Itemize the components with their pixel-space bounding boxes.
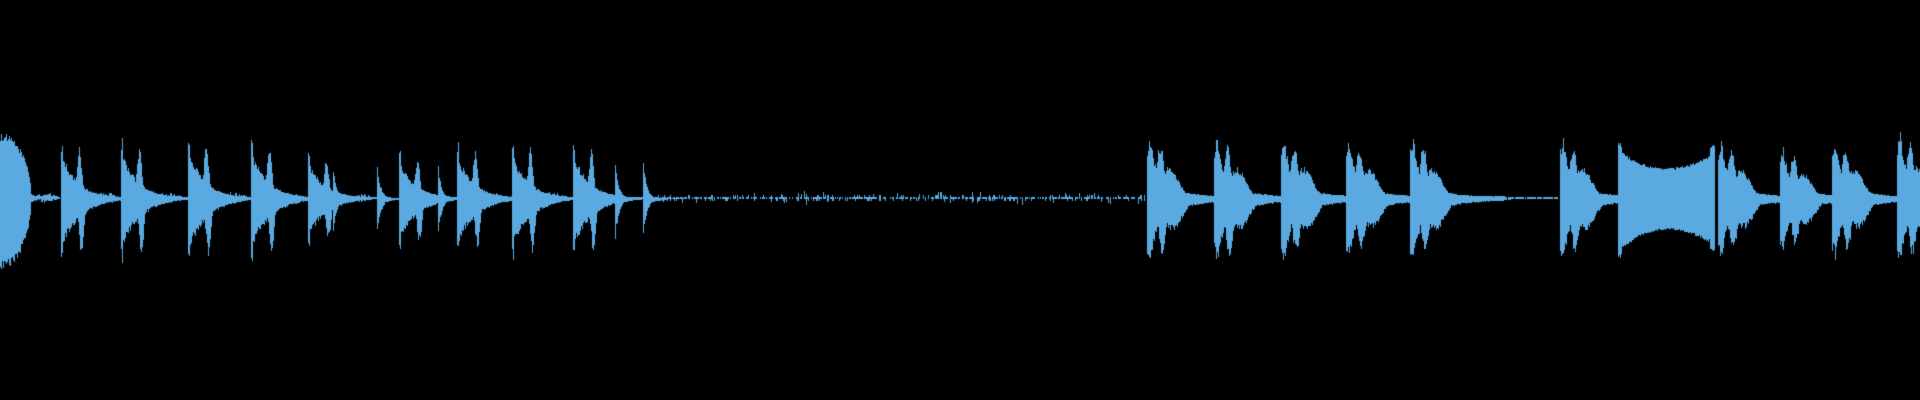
audio-waveform	[0, 0, 1920, 400]
waveform-panel	[0, 0, 1920, 400]
